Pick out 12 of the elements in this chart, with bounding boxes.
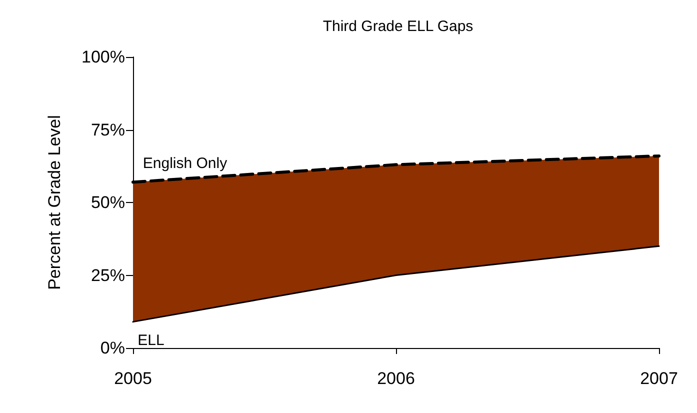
- y-axis-title: Percent at Grade Level: [45, 115, 64, 290]
- y-tick-label: 50%: [90, 193, 125, 212]
- chart-title: Third Grade ELL Gaps: [322, 18, 474, 35]
- x-tick-label: 2005: [114, 369, 152, 388]
- y-tick-label: 0%: [100, 338, 125, 358]
- series-label: English Only: [142, 155, 228, 172]
- x-tick-label: 2007: [640, 369, 678, 388]
- y-tick-label: 100%: [82, 48, 125, 66]
- series-label: ELL: [138, 332, 164, 349]
- y-tick-label: 25%: [90, 266, 125, 285]
- x-tick-label: 2006: [377, 369, 415, 388]
- y-tick-label: 75%: [90, 120, 125, 140]
